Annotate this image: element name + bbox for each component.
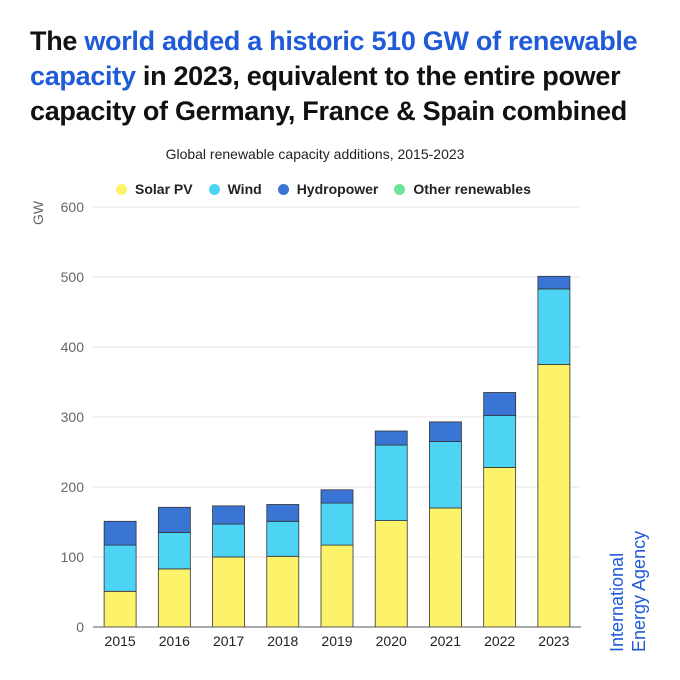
x-tick-label: 2020 xyxy=(376,633,407,649)
y-tick-label: 600 xyxy=(61,199,85,215)
legend-item: Wind xyxy=(208,181,262,197)
y-tick-label: 500 xyxy=(61,269,85,285)
iea-logo: International Energy Agency xyxy=(607,531,649,652)
bar-segment xyxy=(374,520,408,628)
x-tick-label: 2023 xyxy=(538,633,569,649)
bar-segment xyxy=(103,520,137,546)
legend-label: Other renewables xyxy=(413,181,531,197)
y-tick-label: 100 xyxy=(61,549,85,565)
bar-segment xyxy=(266,504,300,522)
bar-segment xyxy=(103,544,137,592)
bar-segment xyxy=(212,505,245,525)
legend-item: Other renewables xyxy=(394,181,531,197)
bar-segment xyxy=(429,441,462,509)
bar-segment xyxy=(537,364,571,628)
legend-item: Solar PV xyxy=(116,181,193,197)
headline-part-3: in 2023, equivalent to the entire power … xyxy=(30,61,627,126)
chart-legend: Solar PV Wind Hydropower Other renewables xyxy=(116,181,547,197)
bar-segment xyxy=(483,392,517,417)
headline-part-1: The xyxy=(30,26,85,56)
x-tick-label: 2021 xyxy=(430,633,461,649)
bar-segment xyxy=(537,288,571,365)
bar-segment xyxy=(266,555,300,628)
legend-label: Solar PV xyxy=(135,181,193,197)
legend-swatch xyxy=(116,183,127,195)
bar-segment xyxy=(320,544,354,628)
legend-label: Hydropower xyxy=(296,181,379,197)
legend-item: Hydropower xyxy=(277,181,379,197)
bar-segment xyxy=(157,506,191,533)
bar-segment xyxy=(266,520,300,557)
bar-segment xyxy=(103,590,137,628)
x-tick-label: 2018 xyxy=(267,633,298,649)
y-tick-label: 300 xyxy=(61,409,85,425)
bar-segment xyxy=(429,421,462,442)
bar-segment xyxy=(212,556,245,628)
bar-segment xyxy=(374,430,408,446)
bar-segment xyxy=(537,275,571,290)
bar-segment xyxy=(320,489,354,504)
headline-highlight: world added a historic 510 GW of renewab… xyxy=(30,26,638,91)
x-tick-label: 2022 xyxy=(484,633,515,649)
legend-swatch xyxy=(208,183,220,195)
legend-label: Wind xyxy=(227,181,262,197)
x-tick-label: 2017 xyxy=(213,633,244,649)
y-axis-label: GW xyxy=(30,200,46,225)
bar-segment xyxy=(483,415,517,468)
bar-segment xyxy=(483,466,517,628)
bar-segment xyxy=(320,502,354,546)
logo-line-2: Energy Agency xyxy=(629,531,649,652)
y-tick-label: 0 xyxy=(76,619,84,635)
bar-segment xyxy=(374,444,408,521)
y-tick-label: 200 xyxy=(61,479,85,495)
bar-segment xyxy=(212,523,245,558)
legend-swatch xyxy=(277,183,289,195)
chart-title: Global renewable capacity additions, 201… xyxy=(165,146,465,162)
bar-segment xyxy=(429,507,462,628)
bar-segment xyxy=(157,568,191,628)
logo-line-1: International xyxy=(607,553,627,652)
x-tick-label: 2015 xyxy=(105,633,136,649)
headline: The world added a historic 510 GW of ren… xyxy=(30,24,660,129)
y-tick-label: 400 xyxy=(61,339,85,355)
legend-swatch xyxy=(394,183,406,195)
x-tick-label: 2016 xyxy=(159,633,190,649)
bar-segment xyxy=(157,532,191,570)
x-tick-label: 2019 xyxy=(321,633,352,649)
